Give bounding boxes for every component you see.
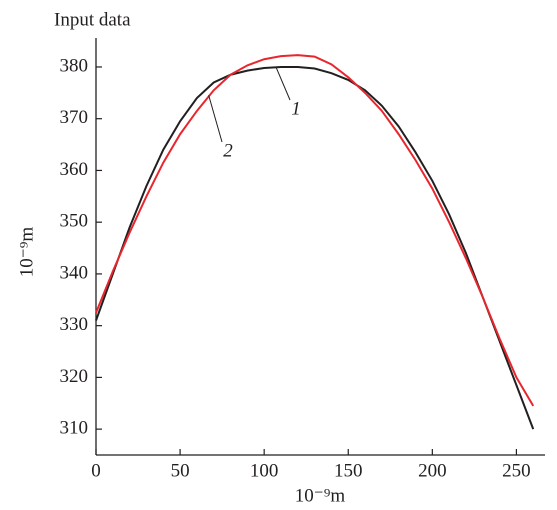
y-tick-label: 370 — [60, 107, 89, 128]
x-tick-label: 100 — [250, 460, 279, 481]
leader-line — [208, 95, 223, 143]
x-tick-label: 200 — [418, 460, 447, 481]
y-tick-label: 380 — [60, 55, 89, 76]
x-axis-label: 10⁻⁹m — [295, 485, 346, 506]
chart-title: Input data — [54, 9, 131, 30]
line-series — [95, 65, 535, 430]
y-tick-label: 340 — [60, 262, 89, 283]
curve-label: 2 — [223, 140, 233, 161]
y-tick-label: 360 — [60, 159, 89, 180]
y-axis-label: 10⁻⁹m — [16, 227, 37, 278]
x-tick-label: 250 — [502, 460, 531, 481]
y-tick-label: 310 — [60, 417, 89, 438]
x-tick-label: 150 — [334, 460, 363, 481]
y-tick-label: 350 — [60, 211, 89, 232]
y-tick-label: 330 — [60, 314, 89, 335]
x-tick-label: 50 — [171, 460, 190, 481]
x-tick-label: 0 — [91, 460, 101, 481]
leader-line — [275, 66, 291, 101]
line-series — [95, 54, 535, 407]
y-tick-label: 320 — [60, 366, 89, 387]
curve-label: 1 — [291, 98, 301, 119]
